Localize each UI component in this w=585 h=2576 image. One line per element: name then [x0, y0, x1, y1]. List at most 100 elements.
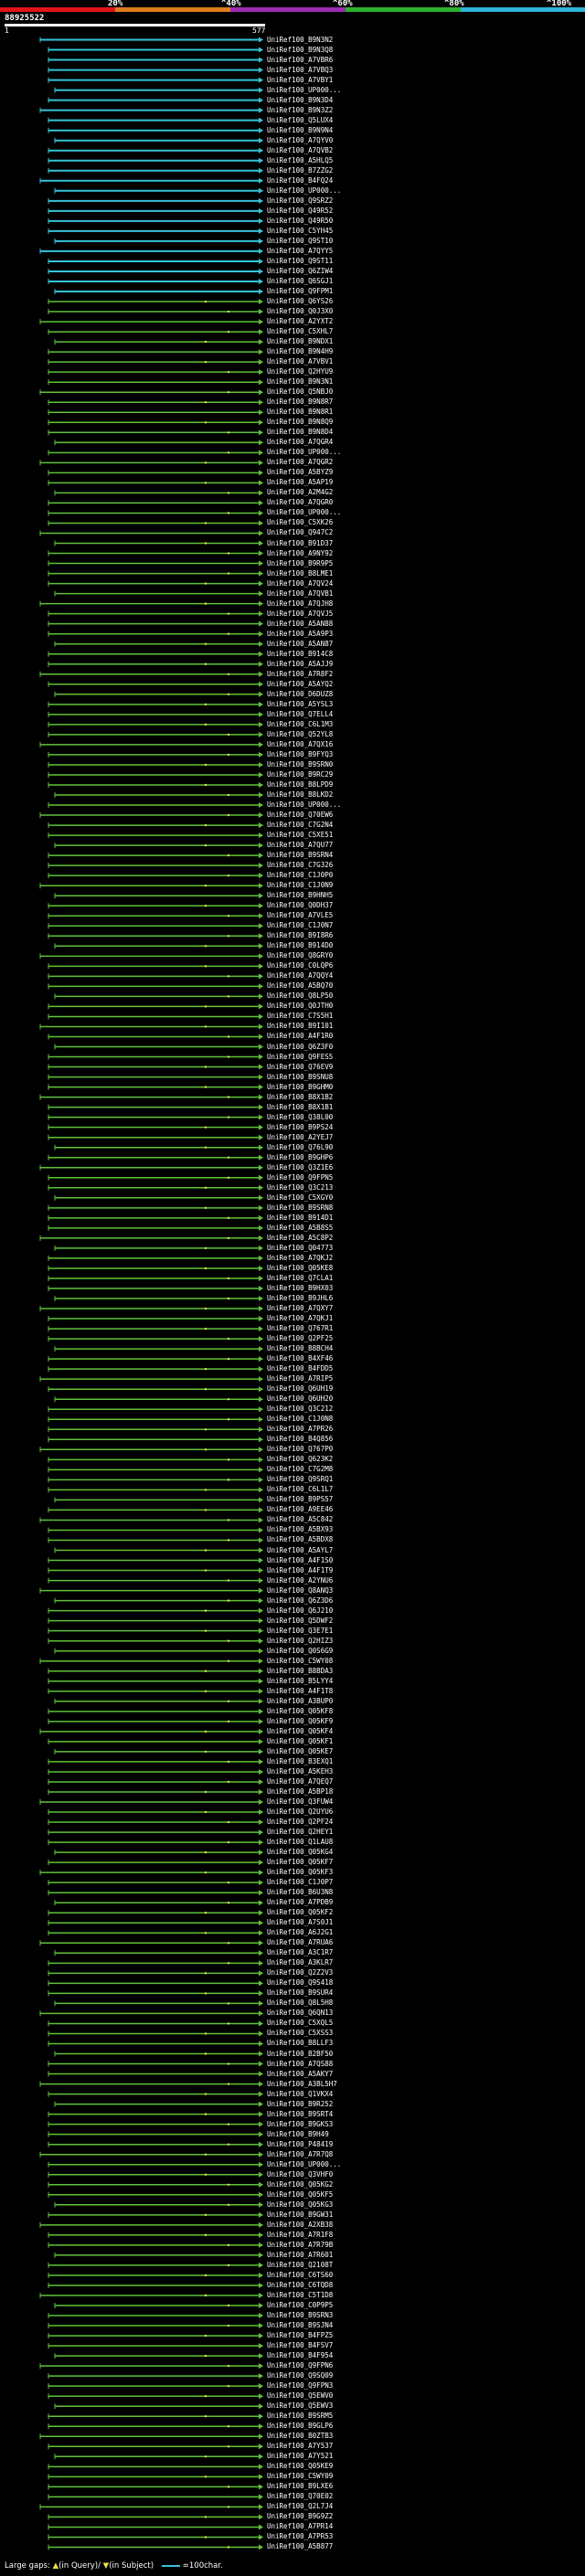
hit-label-link[interactable]: UniRef100_C5XQL5	[267, 2019, 334, 2028]
hit-label-link[interactable]: UniRef100_Q9FPN5	[267, 1172, 334, 1182]
hit-label-link[interactable]: UniRef100_B8X1B2	[267, 1092, 334, 1101]
hit-label-link[interactable]: UniRef100_Q6J210	[267, 1606, 334, 1615]
hit-label-link[interactable]: UniRef100_C6TS60	[267, 2270, 334, 2279]
hit-label-link[interactable]: UniRef100_Q2UYU6	[267, 1807, 334, 1817]
hit-label-link[interactable]: UniRef100_D6DUZ8	[267, 689, 334, 698]
hit-label-link[interactable]: UniRef100_A7QJH8	[267, 599, 334, 608]
hit-label-link[interactable]: UniRef100_UP000...	[267, 508, 342, 517]
hit-label-link[interactable]: UniRef100_A5AKY7	[267, 2069, 334, 2078]
hit-label-link[interactable]: UniRef100_Q2HYU9	[267, 367, 334, 376]
hit-label-link[interactable]: UniRef100_B4FDD5	[267, 1364, 334, 1373]
hit-label-link[interactable]: UniRef100_A7R79B	[267, 2240, 334, 2249]
hit-label-link[interactable]: UniRef100_A7R601	[267, 2250, 334, 2259]
hit-label-link[interactable]: UniRef100_C5YH45	[267, 226, 334, 235]
hit-label-link[interactable]: UniRef100_B9GLP6	[267, 2422, 334, 2431]
hit-label-link[interactable]: UniRef100_Q05KG3	[267, 2200, 334, 2209]
hit-label-link[interactable]: UniRef100_A7QKJ2	[267, 1253, 334, 1262]
hit-label-link[interactable]: UniRef100_Q1VKX4	[267, 2089, 334, 2098]
hit-label-link[interactable]: UniRef100_A7RIP5	[267, 1374, 334, 1383]
hit-label-link[interactable]: UniRef100_B9SRN8	[267, 1203, 334, 1212]
hit-label-link[interactable]: UniRef100_A5AJJ9	[267, 659, 334, 668]
hit-label-link[interactable]: UniRef100_A7VBR6	[267, 55, 334, 64]
hit-label-link[interactable]: UniRef100_A7QU77	[267, 841, 334, 850]
hit-label-link[interactable]: UniRef100_B9N8D4	[267, 428, 334, 437]
hit-label-link[interactable]: UniRef100_Q7CLA1	[267, 1273, 334, 1282]
hit-label-link[interactable]: UniRef100_Q6ZIW4	[267, 266, 334, 275]
hit-label-link[interactable]: UniRef100_Q05KF7	[267, 1858, 334, 1867]
hit-label-link[interactable]: UniRef100_UP000...	[267, 186, 342, 195]
hit-label-link[interactable]: UniRef100_A7R7Q8	[267, 2149, 334, 2158]
hit-label-link[interactable]: UniRef100_C5XE51	[267, 831, 334, 840]
hit-label-link[interactable]: UniRef100_A7QGR4	[267, 438, 334, 447]
hit-label-link[interactable]: UniRef100_Q8L5H8	[267, 1998, 334, 2008]
hit-label-link[interactable]: UniRef100_A7VLE5	[267, 911, 334, 920]
hit-label-link[interactable]: UniRef100_Q0DH37	[267, 901, 334, 910]
hit-label-link[interactable]: UniRef100_A7RUA6	[267, 1938, 334, 1947]
hit-label-link[interactable]: UniRef100_C1J0N8	[267, 1415, 334, 1424]
hit-label-link[interactable]: UniRef100_Q0JTH0	[267, 1002, 334, 1011]
hit-label-link[interactable]: UniRef100_B9N3N1	[267, 377, 334, 387]
hit-label-link[interactable]: UniRef100_A2XB38	[267, 2220, 334, 2229]
hit-label-link[interactable]: UniRef100_C5WY08	[267, 1656, 334, 1665]
hit-label-link[interactable]: UniRef100_Q0S6G9	[267, 1646, 334, 1655]
hit-label-link[interactable]: UniRef100_Q2L7J4	[267, 2502, 334, 2511]
hit-label-link[interactable]: UniRef100_B9GHP6	[267, 1152, 334, 1161]
hit-label-link[interactable]: UniRef100_A5C842	[267, 1515, 334, 1524]
hit-label-link[interactable]: UniRef100_B9LXE6	[267, 2482, 334, 2491]
hit-label-link[interactable]: UniRef100_A5AN87	[267, 639, 334, 648]
hit-label-link[interactable]: UniRef100_A2YEJ7	[267, 1132, 334, 1141]
hit-label-link[interactable]: UniRef100_Q05KF1	[267, 1736, 334, 1745]
hit-label-link[interactable]: UniRef100_Q6YS26	[267, 297, 334, 306]
hit-label-link[interactable]: UniRef100_B9I101	[267, 1022, 334, 1031]
hit-label-link[interactable]: UniRef100_Q05KE9	[267, 2462, 334, 2471]
hit-label-link[interactable]: UniRef100_B9SRN0	[267, 759, 334, 769]
hit-label-link[interactable]: UniRef100_Q1LAU8	[267, 1838, 334, 1847]
hit-label-link[interactable]: UniRef100_A7QGR0	[267, 498, 334, 507]
hit-label-link[interactable]: UniRef100_Q2HIZ3	[267, 1636, 334, 1645]
hit-label-link[interactable]: UniRef100_Q9FPN3	[267, 2381, 334, 2390]
hit-label-link[interactable]: UniRef100_A5HLQ5	[267, 155, 334, 164]
hit-label-link[interactable]: UniRef100_A7PDB9	[267, 1898, 334, 1907]
hit-label-link[interactable]: UniRef100_Q05KE8	[267, 1263, 334, 1272]
hit-label-link[interactable]: UniRef100_Q9SRZ2	[267, 196, 334, 205]
hit-label-link[interactable]: UniRef100_Q9ST11	[267, 256, 334, 265]
hit-label-link[interactable]: UniRef100_Q947C2	[267, 528, 334, 537]
hit-label-link[interactable]: UniRef100_A3BL5H7	[267, 2079, 337, 2088]
hit-label-link[interactable]: UniRef100_B9R9P5	[267, 558, 334, 567]
hit-label-link[interactable]: UniRef100_B9G9Z2	[267, 2512, 334, 2521]
hit-label-link[interactable]: UniRef100_B914C8	[267, 649, 334, 658]
hit-label-link[interactable]: UniRef100_Q623K2	[267, 1455, 334, 1464]
hit-label-link[interactable]: UniRef100_Q9SRQ1	[267, 1475, 334, 1484]
hit-label-link[interactable]: UniRef100_B9HNH5	[267, 891, 334, 900]
hit-label-link[interactable]: UniRef100_Q3C213	[267, 1182, 334, 1192]
hit-label-link[interactable]: UniRef100_Q38L00	[267, 1112, 334, 1121]
hit-label-link[interactable]: UniRef100_B9FYQ3	[267, 749, 334, 758]
hit-label-link[interactable]: UniRef100_Q8GRY0	[267, 951, 334, 960]
hit-label-link[interactable]: UniRef100_Q5NBJ0	[267, 387, 334, 397]
hit-label-link[interactable]: UniRef100_A5AN88	[267, 619, 334, 628]
hit-label-link[interactable]: UniRef100_B8LLF3	[267, 2039, 334, 2048]
hit-label-link[interactable]: UniRef100_A7Y521	[267, 2452, 334, 2461]
hit-label-link[interactable]: UniRef100_A5B8S5	[267, 1223, 334, 1232]
hit-label-link[interactable]: UniRef100_Q2PF24	[267, 1818, 334, 1827]
hit-label-link[interactable]: UniRef100_Q3E7E1	[267, 1626, 334, 1635]
hit-label-link[interactable]: UniRef100_A7QVJ5	[267, 609, 334, 618]
hit-label-link[interactable]: UniRef100_C7S5H1	[267, 1012, 334, 1021]
hit-label-link[interactable]: UniRef100_Q05KF9	[267, 1716, 334, 1725]
hit-label-link[interactable]: UniRef100_B8LPD9	[267, 779, 334, 789]
hit-label-link[interactable]: UniRef100_B9N3N2	[267, 35, 334, 44]
hit-label-link[interactable]: UniRef100_Q8LP50	[267, 991, 334, 1001]
hit-label-link[interactable]: UniRef100_Q0J3X0	[267, 307, 334, 316]
hit-label-link[interactable]: UniRef100_B9GHM0	[267, 1082, 334, 1091]
hit-label-link[interactable]: UniRef100_C0LQP6	[267, 961, 334, 970]
hit-label-link[interactable]: UniRef100_Q9FPN6	[267, 2361, 334, 2370]
hit-label-link[interactable]: UniRef100_A7PR26	[267, 1425, 334, 1434]
hit-label-link[interactable]: UniRef100_UP000...	[267, 800, 342, 810]
hit-label-link[interactable]: UniRef100_A4F1T8	[267, 1686, 334, 1695]
hit-label-link[interactable]: UniRef100_C5XHL7	[267, 327, 334, 336]
hit-label-link[interactable]: UniRef100_B9SRN3	[267, 2311, 334, 2320]
hit-label-link[interactable]: UniRef100_A5BDX8	[267, 1535, 334, 1544]
hit-label-link[interactable]: UniRef100_C5XSS3	[267, 2029, 334, 2038]
hit-label-link[interactable]: UniRef100_B9H49	[267, 2129, 329, 2138]
hit-label-link[interactable]: UniRef100_B9JHL6	[267, 1294, 334, 1302]
